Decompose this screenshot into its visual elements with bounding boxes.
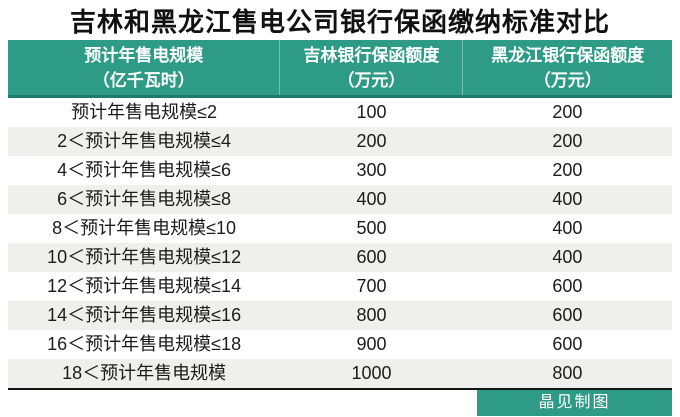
column-header-jilin-line2: （万元） — [337, 70, 406, 90]
cell-heilongjiang-amount: 200 — [552, 160, 583, 180]
cell-jilin-amount: 1000 — [351, 363, 392, 383]
column-header-scale-line2: （亿千瓦时） — [92, 70, 195, 90]
cell-scale-range: 10＜预计年售电规模≤12 — [47, 247, 242, 267]
cell-jilin-amount: 900 — [356, 334, 387, 354]
table-row: 10＜预计年售电规模≤12 600 400 — [8, 243, 672, 272]
cell-jilin-amount: 800 — [356, 305, 387, 325]
cell-jilin-amount: 700 — [356, 276, 387, 296]
column-header-heilongjiang-line2: （万元） — [533, 70, 602, 90]
cell-scale-range: 预计年售电规模≤2 — [71, 102, 218, 122]
comparison-table: 预计年售电规模 （亿千瓦时） 吉林银行保函额度 （万元） 黑龙江银行保函额度 （… — [8, 40, 672, 416]
cell-jilin-amount: 300 — [356, 160, 387, 180]
cell-scale-range: 18＜预计年售电规模 — [62, 363, 227, 383]
table-row: 18＜预计年售电规模 1000 800 — [8, 359, 672, 388]
cell-heilongjiang-amount: 600 — [552, 334, 583, 354]
cell-heilongjiang-amount: 600 — [552, 276, 583, 296]
table-row: 6＜预计年售电规模≤8 400 400 — [8, 185, 672, 214]
column-header-jilin: 吉林银行保函额度 （万元） — [279, 40, 462, 95]
footer-row: 晶见制图 — [8, 390, 672, 416]
table-row: 14＜预计年售电规模≤16 800 600 — [8, 301, 672, 330]
column-header-scale: 预计年售电规模 （亿千瓦时） — [8, 40, 279, 95]
column-header-scale-line1: 预计年售电规模 — [84, 45, 204, 65]
cell-heilongjiang-amount: 600 — [552, 305, 583, 325]
column-header-heilongjiang-line1: 黑龙江银行保函额度 — [491, 45, 645, 65]
cell-scale-range: 2＜预计年售电规模≤4 — [57, 131, 232, 151]
page-title: 吉林和黑龙江售电公司银行保函缴纳标准对比 — [69, 7, 610, 37]
table-row: 4＜预计年售电规模≤6 300 200 — [8, 156, 672, 185]
table-row: 8＜预计年售电规模≤10 500 400 — [8, 214, 672, 243]
cell-heilongjiang-amount: 400 — [552, 218, 583, 238]
cell-scale-range: 6＜预计年售电规模≤8 — [57, 189, 232, 209]
cell-scale-range: 14＜预计年售电规模≤16 — [47, 305, 242, 325]
table-row: 2＜预计年售电规模≤4 200 200 — [8, 127, 672, 156]
column-header-jilin-line1: 吉林银行保函额度 — [303, 45, 440, 65]
cell-jilin-amount: 200 — [356, 131, 387, 151]
cell-heilongjiang-amount: 200 — [552, 102, 583, 122]
cell-scale-range: 16＜预计年售电规模≤18 — [47, 334, 242, 354]
cell-heilongjiang-amount: 400 — [552, 189, 583, 209]
table-bottom-border — [8, 388, 672, 390]
cell-jilin-amount: 500 — [356, 218, 387, 238]
cell-heilongjiang-amount: 200 — [552, 131, 583, 151]
cell-scale-range: 8＜预计年售电规模≤10 — [52, 218, 237, 238]
cell-heilongjiang-amount: 400 — [552, 247, 583, 267]
cell-jilin-amount: 600 — [356, 247, 387, 267]
cell-jilin-amount: 400 — [356, 189, 387, 209]
cell-scale-range: 12＜预计年售电规模≤14 — [47, 276, 242, 296]
table-row: 预计年售电规模≤2 100 200 — [8, 98, 672, 127]
table-row: 12＜预计年售电规模≤14 700 600 — [8, 272, 672, 301]
cell-heilongjiang-amount: 800 — [552, 363, 583, 383]
table-row: 16＜预计年售电规模≤18 900 600 — [8, 330, 672, 359]
table-header-row: 预计年售电规模 （亿千瓦时） 吉林银行保函额度 （万元） 黑龙江银行保函额度 （… — [8, 40, 672, 98]
table-body: 预计年售电规模≤2 100 200 2＜预计年售电规模≤4 200 200 4＜预计年售电规… — [8, 98, 672, 388]
credit-badge: 晶见制图 — [477, 390, 672, 416]
cell-scale-range: 4＜预计年售电规模≤6 — [57, 160, 232, 180]
cell-jilin-amount: 100 — [356, 102, 387, 122]
column-header-heilongjiang: 黑龙江银行保函额度 （万元） — [462, 40, 672, 95]
